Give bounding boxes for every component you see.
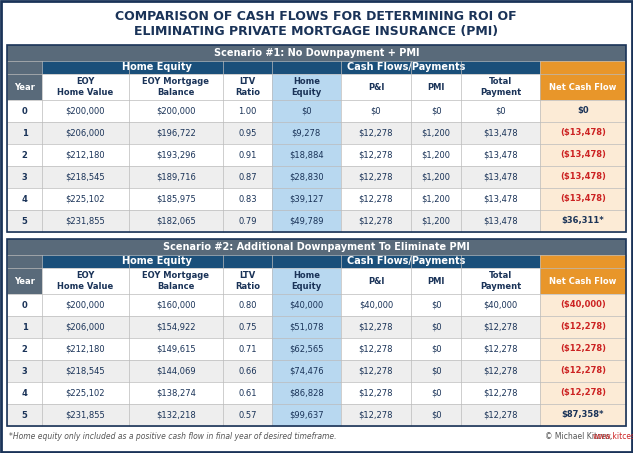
Text: 1.00: 1.00 (238, 106, 257, 116)
FancyBboxPatch shape (128, 316, 223, 338)
FancyBboxPatch shape (223, 210, 272, 232)
FancyBboxPatch shape (411, 382, 461, 404)
FancyBboxPatch shape (128, 210, 223, 232)
FancyBboxPatch shape (272, 268, 341, 294)
Text: Home Equity: Home Equity (122, 256, 192, 266)
Text: $0: $0 (431, 366, 441, 376)
Text: $206,000: $206,000 (66, 129, 105, 138)
Text: 3: 3 (22, 173, 28, 182)
Text: $12,278: $12,278 (484, 323, 518, 332)
Text: $206,000: $206,000 (66, 323, 105, 332)
Text: $13,478: $13,478 (484, 194, 518, 203)
FancyBboxPatch shape (7, 210, 42, 232)
Text: $149,615: $149,615 (156, 344, 196, 353)
Text: 0.80: 0.80 (238, 300, 257, 309)
Text: $12,278: $12,278 (484, 410, 518, 419)
FancyBboxPatch shape (42, 188, 128, 210)
FancyBboxPatch shape (272, 382, 341, 404)
FancyBboxPatch shape (341, 210, 411, 232)
Text: $0: $0 (301, 106, 311, 116)
Text: $225,102: $225,102 (66, 389, 105, 397)
FancyBboxPatch shape (223, 404, 272, 426)
Text: $13,478: $13,478 (484, 217, 518, 226)
FancyBboxPatch shape (223, 100, 272, 122)
Text: $12,278: $12,278 (359, 194, 393, 203)
Text: $12,278: $12,278 (484, 344, 518, 353)
FancyBboxPatch shape (341, 74, 411, 100)
Text: $212,180: $212,180 (66, 150, 105, 159)
FancyBboxPatch shape (461, 74, 540, 100)
FancyBboxPatch shape (461, 166, 540, 188)
Text: ($40,000): ($40,000) (560, 300, 606, 309)
FancyBboxPatch shape (540, 74, 626, 100)
FancyBboxPatch shape (272, 294, 341, 316)
Text: $132,218: $132,218 (156, 410, 196, 419)
FancyBboxPatch shape (223, 268, 272, 294)
FancyBboxPatch shape (341, 122, 411, 144)
FancyBboxPatch shape (461, 188, 540, 210)
Text: $12,278: $12,278 (359, 217, 393, 226)
Text: $0: $0 (431, 389, 441, 397)
FancyBboxPatch shape (461, 360, 540, 382)
FancyBboxPatch shape (411, 294, 461, 316)
Text: $12,278: $12,278 (359, 389, 393, 397)
FancyBboxPatch shape (7, 404, 42, 426)
Text: 1: 1 (22, 323, 28, 332)
FancyBboxPatch shape (341, 188, 411, 210)
FancyBboxPatch shape (461, 404, 540, 426)
Text: 4: 4 (22, 194, 28, 203)
Text: 2: 2 (22, 344, 28, 353)
FancyBboxPatch shape (128, 338, 223, 360)
Text: $200,000: $200,000 (66, 300, 105, 309)
Text: 4: 4 (22, 389, 28, 397)
Text: $74,476: $74,476 (289, 366, 323, 376)
FancyBboxPatch shape (128, 360, 223, 382)
FancyBboxPatch shape (7, 316, 42, 338)
FancyBboxPatch shape (461, 382, 540, 404)
Text: $40,000: $40,000 (359, 300, 393, 309)
Text: Net Cash Flow: Net Cash Flow (549, 276, 617, 285)
FancyBboxPatch shape (42, 100, 128, 122)
Text: $218,545: $218,545 (66, 173, 105, 182)
Text: ($13,478): ($13,478) (560, 129, 606, 138)
Text: ($13,478): ($13,478) (560, 150, 606, 159)
Text: $193,296: $193,296 (156, 150, 196, 159)
FancyBboxPatch shape (411, 316, 461, 338)
Text: $51,078: $51,078 (289, 323, 323, 332)
FancyBboxPatch shape (461, 122, 540, 144)
FancyBboxPatch shape (128, 122, 223, 144)
Text: $87,358*: $87,358* (561, 410, 605, 419)
FancyBboxPatch shape (223, 74, 272, 100)
FancyBboxPatch shape (272, 166, 341, 188)
Text: $0: $0 (431, 106, 441, 116)
FancyBboxPatch shape (540, 255, 626, 268)
FancyBboxPatch shape (42, 122, 128, 144)
FancyBboxPatch shape (7, 61, 42, 74)
Text: 1: 1 (22, 129, 28, 138)
FancyBboxPatch shape (540, 338, 626, 360)
FancyBboxPatch shape (272, 210, 341, 232)
Text: P&I: P&I (368, 276, 384, 285)
Text: $0: $0 (371, 106, 381, 116)
Text: $0: $0 (431, 344, 441, 353)
Text: 0: 0 (22, 300, 28, 309)
Text: LTV
Ratio: LTV Ratio (235, 271, 260, 291)
FancyBboxPatch shape (223, 382, 272, 404)
FancyBboxPatch shape (411, 268, 461, 294)
Text: 0: 0 (22, 106, 28, 116)
FancyBboxPatch shape (42, 74, 128, 100)
FancyBboxPatch shape (461, 210, 540, 232)
Text: Home
Equity: Home Equity (291, 271, 322, 291)
Text: $12,278: $12,278 (484, 366, 518, 376)
Text: 3: 3 (22, 366, 28, 376)
Text: $40,000: $40,000 (484, 300, 518, 309)
Text: 0.75: 0.75 (238, 323, 257, 332)
FancyBboxPatch shape (272, 404, 341, 426)
Text: ($13,478): ($13,478) (560, 173, 606, 182)
FancyBboxPatch shape (341, 100, 411, 122)
FancyBboxPatch shape (540, 382, 626, 404)
Text: 0.66: 0.66 (238, 366, 257, 376)
FancyBboxPatch shape (272, 188, 341, 210)
FancyBboxPatch shape (411, 122, 461, 144)
